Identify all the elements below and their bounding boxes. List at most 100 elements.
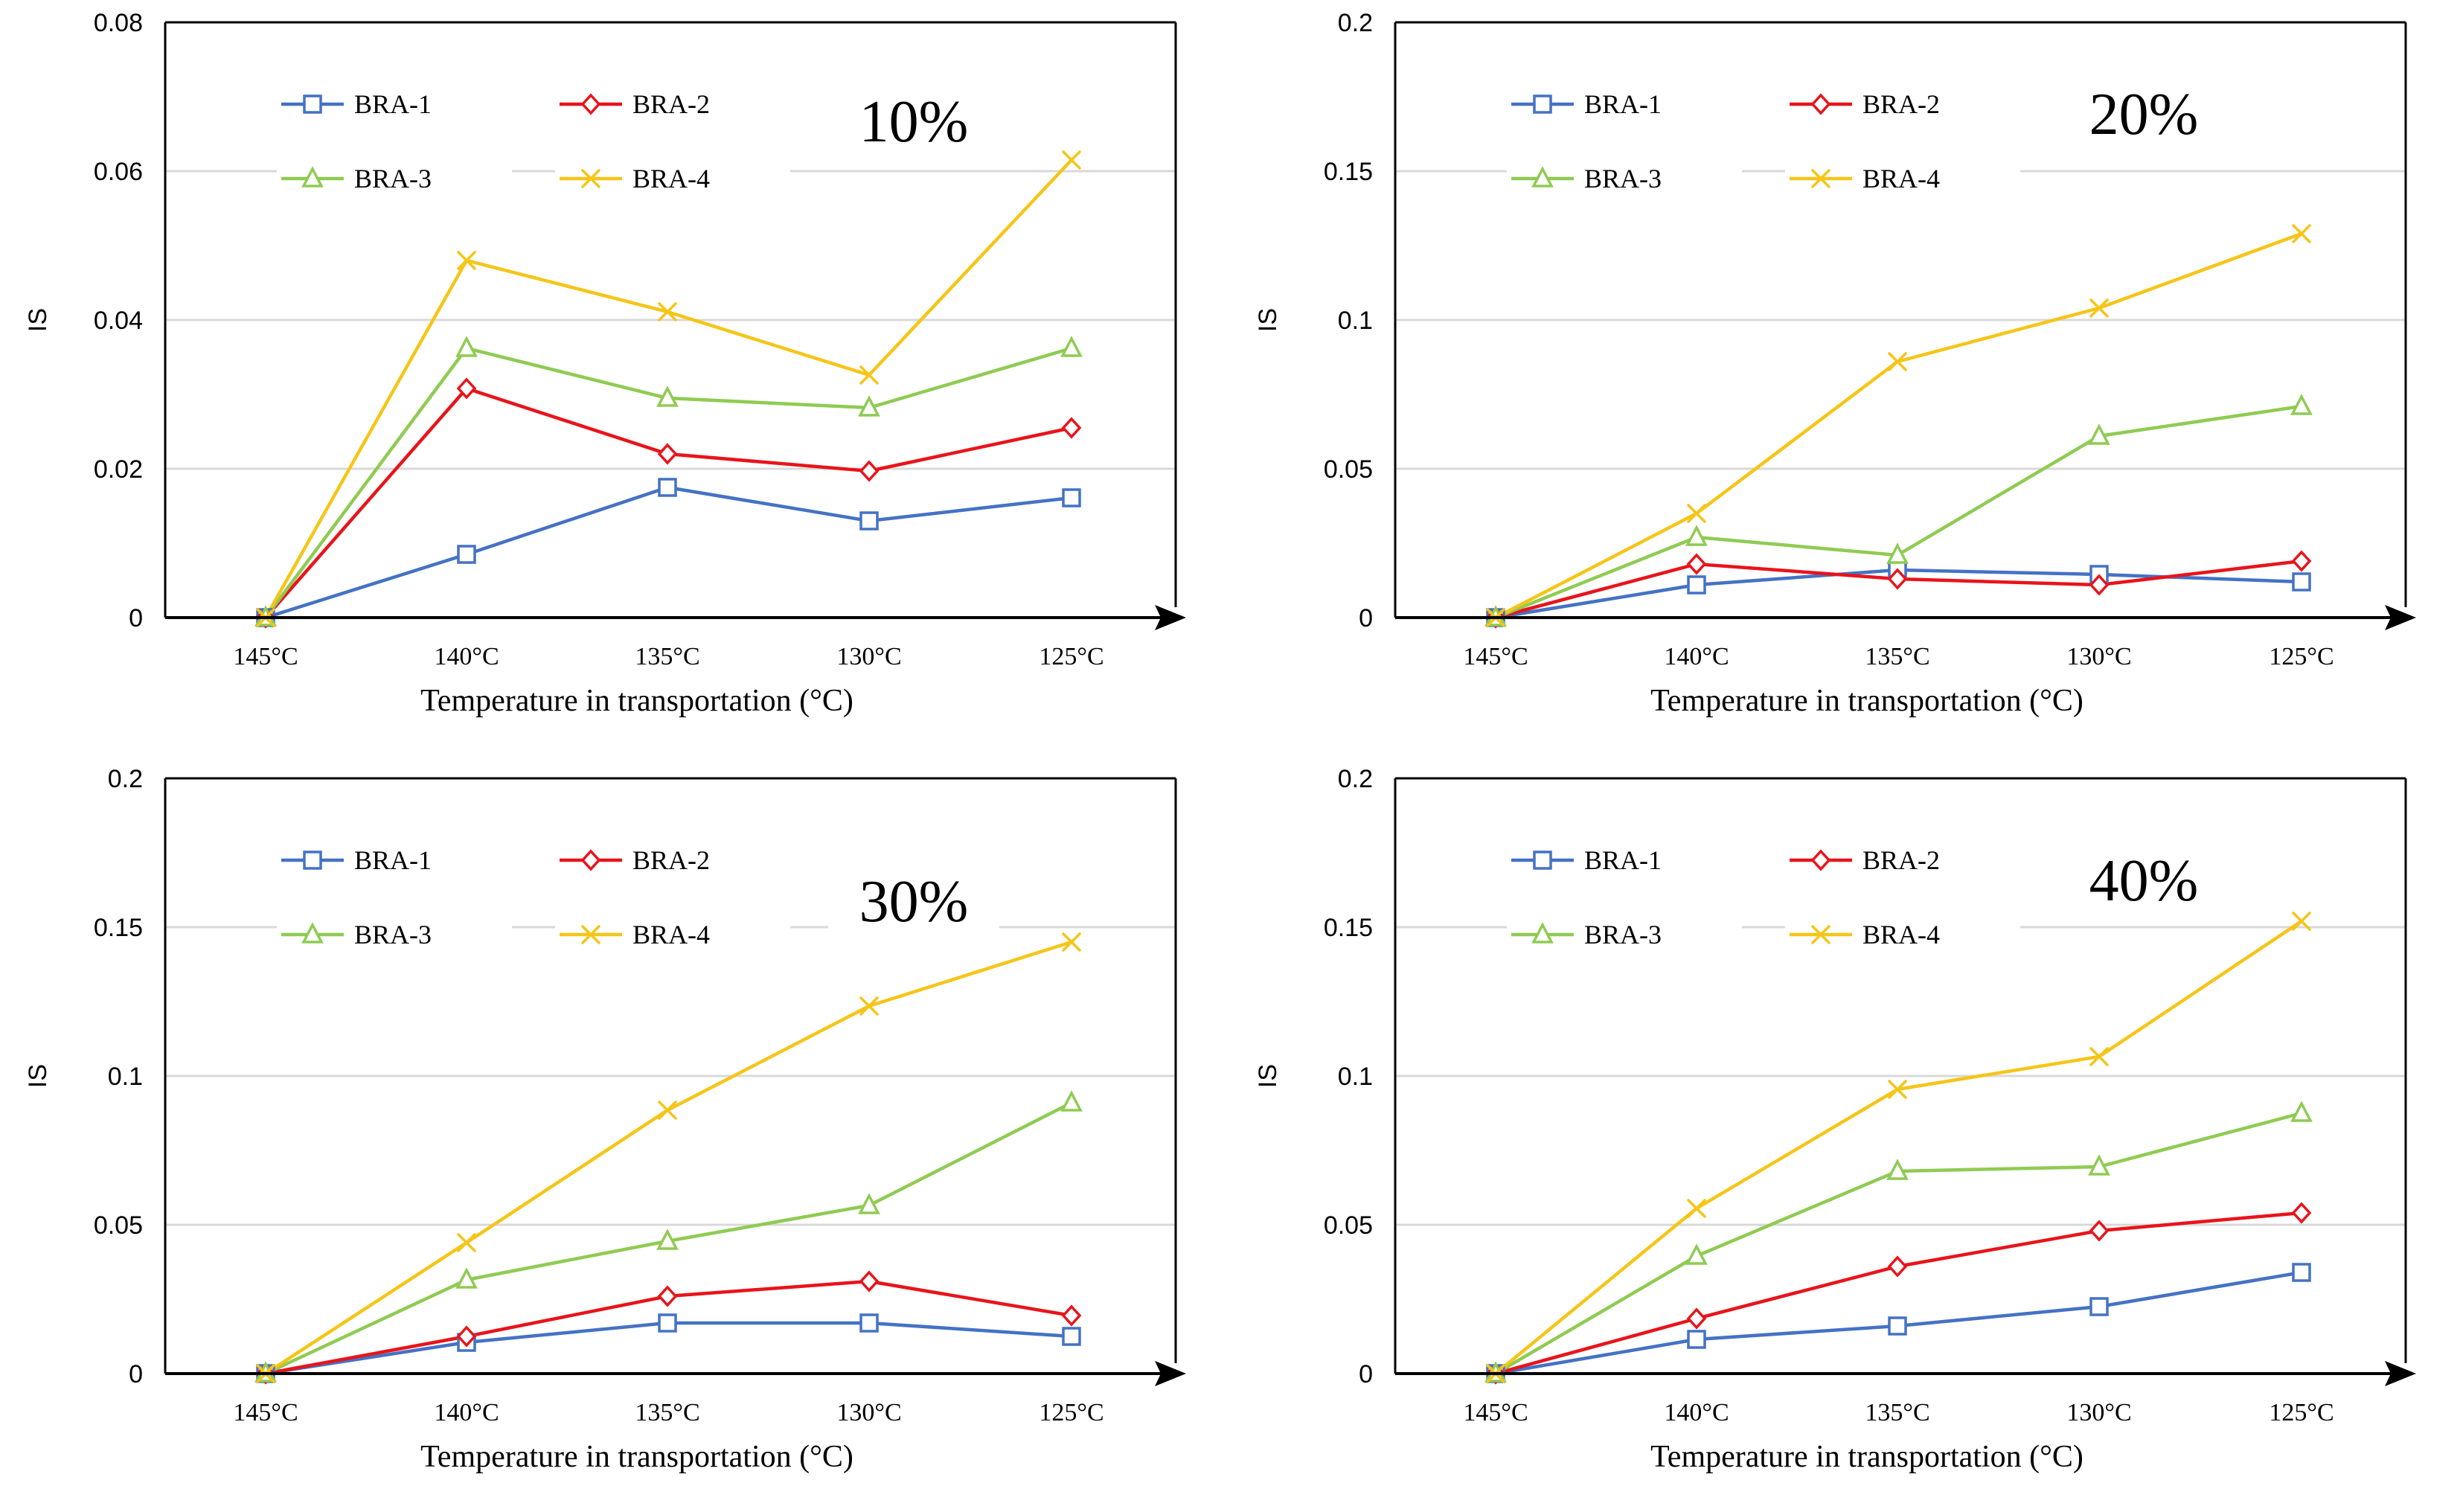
data-point <box>456 377 477 400</box>
y-tick-label: 0.2 <box>1338 765 1373 793</box>
legend-item-bra-1: BRA-1 <box>1507 86 1742 122</box>
data-point <box>2089 1220 2110 1242</box>
x-tick-label: 125°C <box>1039 643 1104 670</box>
chart-30pct: 0 0.05 0.1 0.15 0.2 IS 145°C 140°C 135°C 130°C 125… <box>24 765 1186 1474</box>
x-tick-label: 145°C <box>1463 1399 1528 1426</box>
axes-40pct <box>1394 777 2416 1386</box>
legend-marker <box>1533 850 1552 870</box>
data-point <box>1685 525 1708 546</box>
data-point <box>859 460 880 482</box>
y-axis-label: IS <box>1254 308 1282 332</box>
legend-marker <box>581 925 600 944</box>
data-point <box>2089 574 2110 596</box>
data-point <box>455 1267 478 1289</box>
y-tick-labels-30pct: 0 0.05 0.1 0.15 0.2 <box>94 765 143 1388</box>
markers-bra-1 <box>256 478 1081 627</box>
markers-bra-2 <box>255 377 1082 629</box>
y-tick-label: 0 <box>1359 604 1373 632</box>
x-axis-arrowhead <box>2385 605 2416 630</box>
data-point <box>658 1313 677 1333</box>
legend-marker <box>1810 849 1831 871</box>
markers-bra-3 <box>254 1090 1083 1383</box>
legend-item-bra-2: BRA-2 <box>1785 842 2020 878</box>
y-tick-label: 0.05 <box>1324 1211 1373 1240</box>
x-tick-label: 140°C <box>1664 643 1729 670</box>
x-tick-label: 140°C <box>1664 1399 1729 1426</box>
legend-marker <box>301 166 324 188</box>
data-point <box>2089 1297 2109 1316</box>
series-line <box>1494 920 2303 1375</box>
data-point <box>2089 1047 2109 1066</box>
pct-label-bg <box>828 91 999 158</box>
legend-40pct: BRA-1 BRA-2 BRA-3 BRA-4 <box>1507 842 2020 952</box>
data-point <box>1886 1159 1909 1180</box>
legend-label: BRA-4 <box>1862 920 1940 949</box>
chart-panel-10pct: 0 0.02 0.04 0.06 0.08 IS 145°C 140°C 135°C 130°C 1… <box>0 0 1230 756</box>
chart-title: 30% <box>859 869 969 935</box>
legend-item-bra-4: BRA-4 <box>1785 161 2020 196</box>
y-tick-label: 0.04 <box>94 307 143 335</box>
y-tick-label: 0.08 <box>94 9 143 37</box>
legend-marker <box>1531 922 1554 944</box>
data-point <box>457 545 476 564</box>
legend-item-bra-3: BRA-3 <box>1507 917 1742 952</box>
data-point <box>859 511 879 531</box>
legend-label: BRA-2 <box>1862 845 1940 875</box>
data-point <box>657 443 678 465</box>
x-axis-label: Temperature in transportation (°C) <box>1650 684 2083 718</box>
data-point <box>2088 1154 2110 1176</box>
data-point <box>1888 1316 1907 1336</box>
x-axis-arrowhead <box>1155 605 1186 630</box>
x-axis-arrowhead <box>1155 1361 1186 1386</box>
legend-item-bra-2: BRA-2 <box>555 842 790 878</box>
legend-item-bra-1: BRA-1 <box>277 86 512 122</box>
markers-bra-1 <box>256 1313 1081 1383</box>
data-point <box>658 1101 677 1120</box>
legend-label: BRA-4 <box>632 920 710 949</box>
data-point <box>1685 1243 1708 1265</box>
chart-panel-20pct: 0 0.05 0.1 0.15 0.2 IS 145°C 140°C 135°C 130°C 125… <box>1230 0 2460 756</box>
y-tick-label: 0.05 <box>1324 455 1373 484</box>
chart-title: 40% <box>2089 848 2199 914</box>
y-axis-label: IS <box>24 308 52 332</box>
data-point <box>859 1270 880 1292</box>
series-bra-2 <box>264 386 1072 619</box>
x-tick-label: 130°C <box>2066 643 2131 670</box>
y-axis-label: IS <box>24 1064 52 1088</box>
y-tick-label: 0.1 <box>1338 1063 1373 1091</box>
markers-bra-4 <box>1486 912 2311 1383</box>
chart-title: 20% <box>2089 82 2199 147</box>
legend-label: BRA-2 <box>632 845 710 875</box>
series-bra-4 <box>1494 920 2303 1375</box>
pct-label-bg <box>828 871 999 938</box>
legend-marker <box>1811 169 1830 188</box>
markers-bra-4 <box>256 150 1081 627</box>
data-point <box>1062 150 1081 170</box>
pct-label-bg <box>2058 850 2229 917</box>
data-point <box>1060 336 1083 357</box>
x-tick-label: 145°C <box>233 1399 298 1426</box>
series-bra-4 <box>264 940 1072 1375</box>
data-point <box>859 365 879 385</box>
x-tick-label: 140°C <box>434 643 499 670</box>
y-tick-label: 0.2 <box>1338 9 1373 37</box>
legend-marker <box>580 93 601 115</box>
y-tick-label: 0.06 <box>94 158 143 186</box>
data-point <box>456 1325 477 1348</box>
legend-item-bra-3: BRA-3 <box>1507 161 1742 196</box>
y-tick-label: 0.05 <box>94 1211 143 1240</box>
data-point <box>2291 550 2312 572</box>
x-tick-label: 135°C <box>635 1399 699 1426</box>
legend-20pct: BRA-1 BRA-2 BRA-3 BRA-4 <box>1507 86 2020 196</box>
legend-label: BRA-4 <box>632 164 710 193</box>
data-point <box>858 1193 880 1214</box>
legend-label: BRA-1 <box>354 89 432 119</box>
legend-label: BRA-1 <box>354 845 432 875</box>
y-tick-label: 0 <box>129 604 143 632</box>
data-point <box>859 996 879 1016</box>
legend-marker <box>1810 93 1831 115</box>
y-tick-label: 0.15 <box>1324 158 1373 186</box>
chart-20pct: 0 0.05 0.1 0.15 0.2 IS 145°C 140°C 135°C 130°C 125… <box>1254 9 2416 718</box>
data-point <box>858 395 880 417</box>
